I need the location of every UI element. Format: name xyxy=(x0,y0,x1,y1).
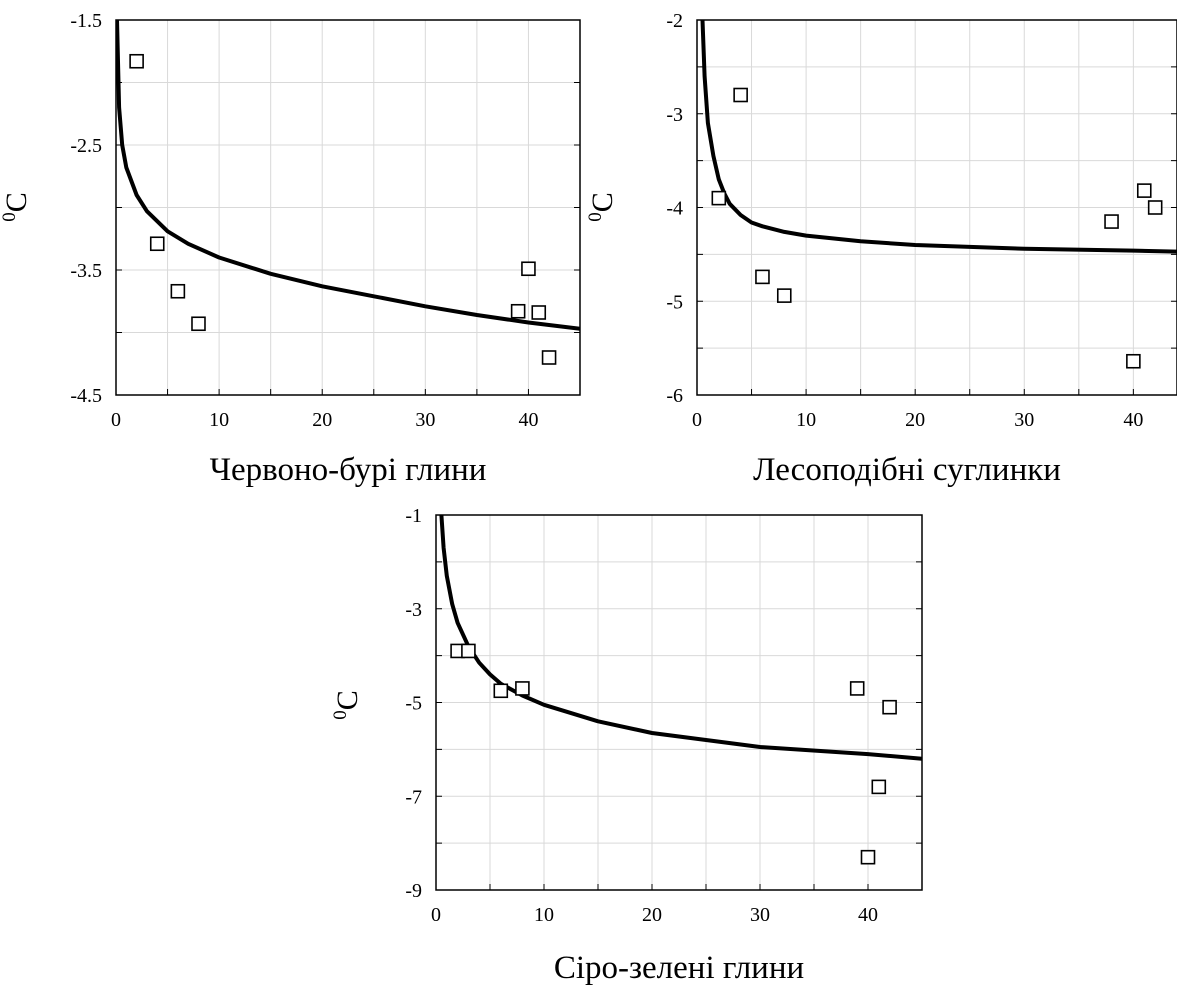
data-point xyxy=(1104,214,1119,229)
x-tick-label: 20 xyxy=(642,904,662,926)
x-tick-label: 0 xyxy=(692,409,702,431)
y-tick-label: -5 xyxy=(666,291,683,313)
x-tick-label: 30 xyxy=(415,409,435,431)
y-tick-label: -7 xyxy=(405,786,422,808)
y-tick-label: -3.5 xyxy=(70,260,102,282)
data-point xyxy=(461,643,476,659)
y-tick-label: -1.5 xyxy=(70,10,102,32)
x-tick-label: 0 xyxy=(111,409,121,431)
y-axis-label-unit: C xyxy=(586,192,619,212)
y-tick-label: -2.5 xyxy=(70,135,102,157)
data-point xyxy=(1136,183,1152,198)
data-point xyxy=(733,87,748,103)
y-axis-label-unit: C xyxy=(0,192,33,212)
data-point xyxy=(510,303,526,319)
y-axis-label-superscript: 0 xyxy=(330,710,351,720)
plot-frame xyxy=(115,19,581,396)
data-point xyxy=(882,699,897,715)
plot-frame xyxy=(696,19,1177,396)
x-tick-label: 10 xyxy=(534,904,554,926)
x-tick-label: 30 xyxy=(1014,409,1034,431)
y-tick-label: -3 xyxy=(405,599,422,621)
y-tick-label: -6 xyxy=(666,385,683,407)
y-axis-label: 0C xyxy=(330,690,364,720)
x-tick-label: 40 xyxy=(858,904,878,926)
x-axis-label: Лесоподібні суглинки xyxy=(753,452,1061,488)
y-axis-label: 0C xyxy=(0,192,33,222)
chart-panel-2: 0 10 20 30 40 -6 -5 -4 -3 -2 Лесоподібні суглинки 0… xyxy=(585,10,1177,488)
data-point xyxy=(871,779,887,795)
y-axis-label: 0C xyxy=(585,192,619,222)
x-tick-label: 10 xyxy=(209,409,229,431)
fit-curve xyxy=(439,515,922,761)
y-axis-label-unit: C xyxy=(331,690,364,710)
data-point xyxy=(755,269,770,285)
fit-curve xyxy=(116,20,580,331)
x-tick-label: 10 xyxy=(796,409,816,431)
chart-panel-1: 0 10 20 30 40 -4.5 -3.5 -2.5 -1.5 Червоно-бурі гл… xyxy=(0,10,581,488)
x-tick-label: 30 xyxy=(750,904,770,926)
data-point xyxy=(129,53,144,69)
data-point xyxy=(541,350,557,365)
x-axis-label: Червоно-бурі глини xyxy=(210,452,487,488)
fit-curve xyxy=(700,20,1177,254)
y-axis-label-superscript: 0 xyxy=(0,212,20,222)
data-point xyxy=(1126,353,1141,369)
data-point xyxy=(149,236,165,252)
y-tick-label: -5 xyxy=(405,693,422,715)
x-axis-label: Сіро-зелені глини xyxy=(554,950,804,986)
plot-frame xyxy=(435,514,923,891)
y-tick-label: -3 xyxy=(666,104,683,126)
y-tick-label: -2 xyxy=(666,10,683,32)
y-tick-label: -4.5 xyxy=(70,385,102,407)
data-point xyxy=(515,681,530,696)
data-point xyxy=(1147,200,1163,215)
y-tick-label: -1 xyxy=(405,505,422,527)
data-point xyxy=(849,681,865,696)
x-tick-label: 20 xyxy=(905,409,925,431)
x-tick-label: 0 xyxy=(431,904,441,926)
y-tick-label: -9 xyxy=(405,880,422,902)
x-tick-label: 40 xyxy=(518,409,538,431)
data-point xyxy=(531,305,547,320)
y-axis-label-superscript: 0 xyxy=(585,212,606,222)
data-point xyxy=(860,849,876,865)
x-tick-label: 40 xyxy=(1123,409,1143,431)
data-point xyxy=(776,288,792,303)
x-tick-label: 20 xyxy=(312,409,332,431)
data-point xyxy=(170,283,186,299)
data-point xyxy=(711,190,727,206)
y-tick-label: -4 xyxy=(666,198,683,220)
data-point xyxy=(521,261,536,277)
data-point xyxy=(191,316,206,332)
data-point xyxy=(493,683,509,699)
